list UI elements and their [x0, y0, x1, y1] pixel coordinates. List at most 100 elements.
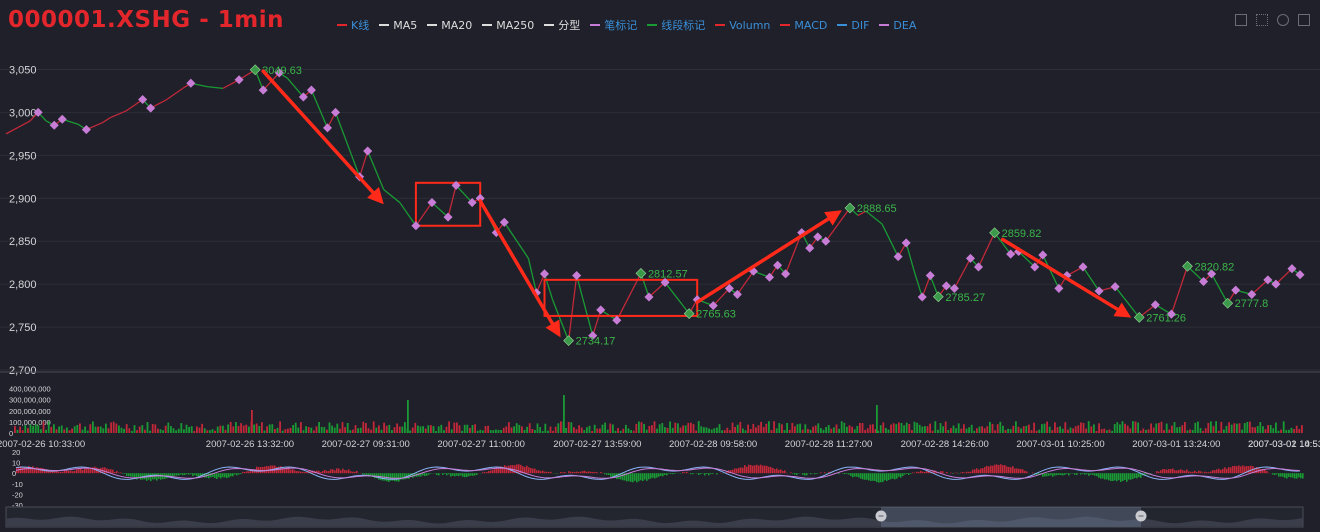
chart-legend[interactable]: K线 MA5 MA20 MA250 分型 笔标记 线段标记 Volumn MACD DIF DEA	[337, 17, 916, 33]
legend-label: MA20	[441, 18, 473, 32]
macd-bar	[362, 473, 364, 475]
volume-bar	[1012, 425, 1015, 433]
price-line-segment	[1114, 286, 1140, 318]
annotation-box	[543, 278, 699, 317]
legend-item[interactable]: DEA	[879, 17, 916, 33]
legend-swatch	[482, 24, 493, 26]
macd-bar	[646, 473, 648, 481]
volume-bar	[684, 425, 687, 433]
macd-bar	[516, 464, 518, 474]
volume-bar	[926, 426, 929, 433]
volume-bar	[882, 422, 885, 433]
volume-bar	[1150, 423, 1152, 433]
volume-bar	[1080, 422, 1082, 433]
volume-bar	[58, 426, 60, 433]
volume-bar	[81, 429, 84, 433]
legend-item[interactable]: 线段标记	[647, 17, 705, 33]
volume-bar	[1215, 421, 1217, 433]
save-image-icon[interactable]	[1298, 14, 1310, 26]
price-line-segment	[415, 202, 433, 227]
volume-bar	[1236, 423, 1238, 433]
legend-item[interactable]: MACD	[780, 17, 827, 33]
macd-bar	[1012, 466, 1014, 474]
volume-bar	[326, 429, 328, 433]
legend-item[interactable]: 分型	[544, 17, 580, 33]
volume-bar	[440, 424, 443, 433]
zoom-slider-window	[881, 507, 1141, 527]
legend-item[interactable]: MA20	[427, 17, 472, 33]
macd-bar	[1188, 471, 1190, 474]
volume-bar	[534, 429, 536, 433]
volume-bar	[843, 422, 846, 433]
price-line-segment	[616, 273, 642, 321]
volume-bar	[323, 427, 326, 433]
bi-marker	[451, 180, 461, 190]
macd-bar	[768, 466, 770, 474]
macd-bar	[816, 473, 818, 474]
volume-bar	[775, 428, 778, 433]
bi-marker	[965, 253, 975, 263]
macd-bar	[540, 471, 542, 474]
volume-bar	[495, 429, 497, 433]
macd-bar	[968, 471, 970, 474]
macd-bar	[878, 473, 880, 483]
macd-bar	[348, 469, 350, 474]
macd-bar	[64, 470, 66, 474]
legend-item[interactable]: K线	[337, 17, 369, 33]
macd-bar	[236, 473, 238, 476]
legend-item[interactable]: MA250	[482, 17, 534, 33]
legend-item[interactable]: 笔标记	[590, 17, 637, 33]
volume-bar	[294, 422, 297, 433]
macd-bar	[1062, 473, 1064, 476]
macd-bar	[550, 471, 552, 474]
bi-marker	[821, 236, 831, 246]
volume-bar	[1194, 422, 1197, 433]
macd-bar	[980, 468, 982, 474]
price-tick-label: 2,700	[9, 365, 37, 377]
bi-marker	[813, 232, 823, 242]
legend-item[interactable]: DIF	[837, 17, 869, 33]
volume-bar	[172, 428, 175, 433]
price-line-segment	[110, 110, 127, 119]
macd-bar	[670, 473, 672, 475]
volume-bar	[1186, 430, 1189, 433]
macd-bar	[356, 470, 358, 474]
macd-bar	[1024, 470, 1026, 474]
volume-bar	[1038, 429, 1041, 433]
legend-item[interactable]: Volumn	[715, 17, 770, 33]
volume-bar	[781, 424, 783, 433]
price-line-segment	[543, 273, 554, 300]
zoom-select-icon[interactable]	[1235, 14, 1247, 26]
macd-bar	[354, 471, 356, 474]
x-tick-label: 2007-02-26 10:33:00	[0, 439, 85, 450]
macd-bar	[390, 473, 392, 481]
volume-bar	[801, 429, 804, 433]
bi-marker	[765, 272, 775, 282]
macd-bar	[824, 472, 826, 474]
legend-item[interactable]: MA5	[379, 17, 417, 33]
macd-bar	[1202, 472, 1204, 474]
macd-bar	[230, 473, 232, 477]
restore-icon[interactable]	[1277, 14, 1289, 26]
volume-bar	[820, 428, 822, 433]
volume-bar	[1241, 429, 1243, 433]
macd-bar	[736, 468, 738, 474]
volume-bar	[643, 423, 645, 433]
volume-bar	[55, 429, 58, 433]
volume-bar	[656, 428, 658, 433]
volume-bar	[102, 428, 105, 433]
volume-bar	[541, 430, 544, 433]
volume-bar	[414, 422, 417, 433]
macd-bar	[1222, 468, 1224, 474]
bi-marker	[660, 277, 670, 287]
volume-bar	[445, 426, 448, 433]
volume-bar	[227, 424, 229, 433]
volume-bar	[1082, 422, 1085, 433]
segment-label: 2765.63	[696, 309, 736, 321]
volume-bar	[757, 425, 760, 433]
macd-bar	[686, 471, 688, 474]
zoom-reset-icon[interactable]	[1256, 14, 1268, 26]
macd-bar	[996, 464, 998, 474]
x-tick-label: 2007-02-28 14:26:00	[901, 439, 989, 450]
